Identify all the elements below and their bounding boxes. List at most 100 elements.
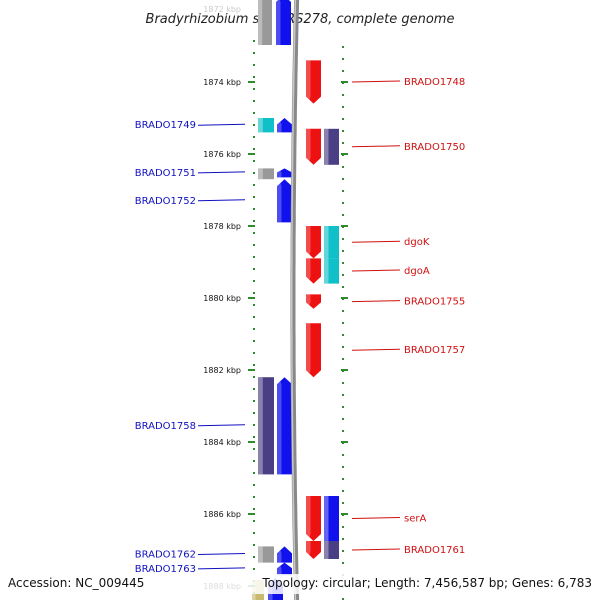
kbp-tick-left [248,153,255,155]
cog-block-brado1762 [258,546,274,563]
gene-leader-brado1748 [351,80,401,83]
guide-dot-left [253,88,255,90]
kbp-label: 1884 kbp [203,438,241,447]
guide-dot-left [253,484,255,486]
guide-dot-left [253,316,255,318]
backbone-highlight [291,0,297,600]
guide-dot-right [342,70,344,72]
gene-label-brado1762: BRADO1762 [135,550,196,561]
guide-dot-left [253,76,255,78]
guide-dot-left [253,568,255,570]
map-title: Bradyrhizobium sp. ORS278, complete geno… [146,12,455,27]
kbp-tick-left [248,81,255,83]
guide-dot-left [253,64,255,66]
backbone-line [290,0,300,600]
guide-dot-left [253,136,255,138]
kbp-tick-left [248,369,255,371]
guide-dot-right [342,94,344,96]
kbp-label-partial: 1872 kbp [203,5,241,14]
kbp-label: 1880 kbp [203,294,241,303]
guide-dot-right [342,382,344,384]
gene-leader-sera [351,517,401,519]
guide-dot-right [342,454,344,456]
cog-block-dgok [324,226,339,259]
cog-block-dgoa [324,258,339,284]
guide-dot-right [342,262,344,264]
guide-dot-left [253,184,255,186]
gene-arrow-sera [306,496,321,541]
guide-dot-right [342,286,344,288]
cog-block-brado1750 [324,128,339,165]
gene-arrow-brado1758 [277,377,292,475]
kbp-tick-right [341,225,348,227]
gene-label-brado1751: BRADO1751 [135,168,196,179]
guide-dot-left [253,292,255,294]
gene-leader-brado1758 [197,424,246,427]
gene-arrow-dgok [306,226,321,259]
gene-arrow-brado1749 [277,118,292,133]
guide-dot-right [342,538,344,540]
guide-dot-right [342,334,344,336]
guide-dot-right [342,394,344,396]
gene-label-brado1761: BRADO1761 [404,545,465,556]
guide-dot-left [253,244,255,246]
genome-backbone [290,0,300,600]
guide-dot-left [253,424,255,426]
kbp-label: 1882 kbp [203,366,241,375]
gene-leader-brado1763 [197,567,246,570]
gene-leader-brado1752 [197,199,246,202]
guide-dot-right [342,190,344,192]
guide-dot-left [253,400,255,402]
gene-label-brado1763: BRADO1763 [135,564,196,575]
guide-dot-left [253,148,255,150]
guide-dot-left [253,460,255,462]
guide-dot-left [253,532,255,534]
guide-dot-left [253,556,255,558]
guide-dot-right [342,46,344,48]
kbp-tick-left [248,441,255,443]
guide-dot-left [253,112,255,114]
kbp-tick-right [341,297,348,299]
gene-arrow-brado1762 [277,546,292,563]
kbp-label: 1886 kbp [203,510,241,519]
gene-arrow-brado1752 [277,179,292,223]
guide-dot-right [342,106,344,108]
cog-block-brado1758 [258,377,274,475]
gene-leader-brado1750 [351,145,401,148]
gene-leader-brado1762 [197,553,246,555]
guide-dot-right [342,418,344,420]
guide-dot-right [342,214,344,216]
guide-dot-right [342,502,344,504]
guide-dot-left [253,520,255,522]
gene-label-sera: serA [404,514,426,525]
guide-dot-left [253,280,255,282]
guide-dot-right [342,598,344,600]
cog-block-brado1761 [324,541,339,559]
guide-dot-right [342,430,344,432]
kbp-tick-right [341,153,348,155]
guide-dot-right [342,562,344,564]
guide-dot-left [253,172,255,174]
partial-cog-block-top [258,0,272,45]
gene-label-brado1748: BRADO1748 [404,77,465,88]
kbp-label: 1878 kbp [203,222,241,231]
guide-dot-left [253,40,255,42]
guide-dot-left [253,340,255,342]
guide-dot-left [253,100,255,102]
gene-label-brado1757: BRADO1757 [404,345,465,356]
gene-label-brado1749: BRADO1749 [135,120,196,131]
guide-dot-left [253,376,255,378]
guide-dot-left [253,364,255,366]
kbp-tick-right [341,441,348,443]
guide-dot-right [342,166,344,168]
gene-label-dgoa: dgoA [404,266,430,277]
guide-dot-left [253,220,255,222]
guide-dot-left [253,160,255,162]
gene-label-dgok: dgoK [404,237,430,248]
guide-dot-left [253,256,255,258]
guide-dot-right [342,310,344,312]
kbp-label: 1876 kbp [203,150,241,159]
guide-dot-right [342,490,344,492]
kbp-tick-left [248,297,255,299]
